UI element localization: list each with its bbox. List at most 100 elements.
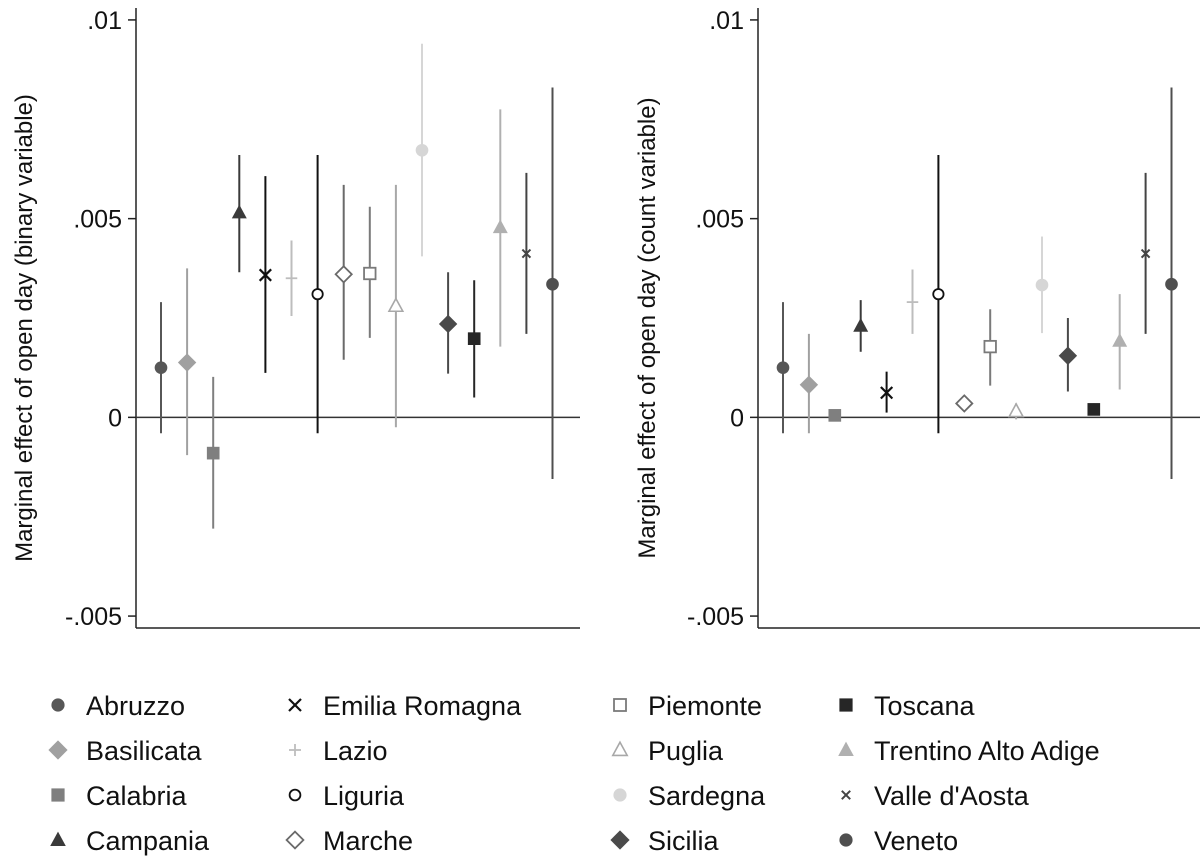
legend-marker-piemonte — [613, 698, 627, 712]
legend-label: Calabria — [86, 781, 188, 811]
legend-entry-sardegna: Sardegna — [613, 781, 766, 811]
y-tick-label: 0 — [730, 404, 744, 432]
legend-label: Valle d'Aosta — [874, 781, 1030, 811]
legend: Abruzzo Basilicata Calabria Campania Emilia … — [48, 691, 1100, 856]
point-liguria — [932, 288, 945, 301]
y-tick-label: .005 — [73, 206, 122, 234]
y-tick-label: .01 — [87, 7, 122, 35]
legend-marker-marche — [285, 830, 305, 850]
series-veneto — [1165, 87, 1178, 479]
legend-entry-campania: Campania — [50, 826, 210, 856]
point-trentino-alto-adige — [1112, 333, 1128, 347]
legend-label: Abruzzo — [86, 691, 185, 721]
series-piemonte — [363, 206, 377, 338]
legend-marker-liguria — [288, 788, 302, 802]
series-sicilia — [1058, 318, 1078, 392]
legend-marker-calabria — [51, 788, 65, 802]
legend-entry-valle-d-aosta: Valle d'Aosta — [841, 781, 1030, 811]
series-marche — [954, 394, 974, 413]
series-liguria — [932, 155, 945, 434]
series-sardegna — [1035, 236, 1049, 334]
legend-label: Campania — [86, 826, 210, 856]
y-tick-label: 0 — [108, 404, 122, 432]
point-piemonte — [363, 266, 377, 281]
point-puglia — [387, 296, 405, 313]
legend-entry-piemonte: Piemonte — [613, 691, 762, 721]
y-tick-label: -.005 — [687, 603, 744, 631]
point-sicilia — [438, 314, 458, 334]
point-basilicata — [799, 375, 819, 394]
series-basilicata — [177, 268, 197, 456]
legend-label: Trentino Alto Adige — [874, 736, 1100, 766]
legend-entry-puglia: Puglia — [611, 736, 724, 766]
series-emilia-romagna — [880, 371, 894, 413]
point-sardegna — [415, 143, 429, 157]
series-piemonte — [983, 309, 997, 386]
legend-label: Basilicata — [86, 736, 203, 766]
series-puglia — [387, 184, 405, 428]
right-panel: -.005 0 .005 .01 Marginal effect of open day… — [634, 7, 1200, 631]
legend-entry-sicilia: Sicilia — [610, 826, 720, 856]
legend-marker-toscana — [839, 698, 853, 712]
series-sicilia — [438, 272, 458, 374]
series-trentino-alto-adige — [1112, 294, 1128, 390]
series-sardegna — [415, 43, 429, 257]
left-panel: -.005 0 .005 .01 Marginal effect of open day… — [11, 7, 580, 631]
legend-label: Marche — [323, 826, 413, 856]
legend-marker-veneto — [839, 833, 853, 847]
legend-marker-emilia-romagna — [288, 698, 302, 712]
legend-marker-valle-d-aosta — [841, 790, 851, 800]
series-liguria — [311, 155, 324, 434]
series-campania — [853, 300, 869, 352]
legend-label: Puglia — [648, 736, 724, 766]
point-veneto — [1165, 277, 1178, 291]
series-veneto — [546, 87, 559, 479]
point-lazio — [906, 296, 919, 308]
series-puglia — [1007, 402, 1025, 420]
legend-label: Sardegna — [648, 781, 766, 811]
point-trentino-alto-adige — [492, 219, 508, 234]
point-emilia-romagna — [880, 386, 894, 400]
series-emilia-romagna — [258, 176, 272, 373]
point-abruzzo — [776, 361, 790, 375]
legend-entry-veneto: Veneto — [839, 826, 958, 856]
series-calabria — [206, 376, 220, 529]
legend-entry-liguria: Liguria — [288, 781, 405, 811]
legend-entry-marche: Marche — [285, 826, 413, 856]
legend-marker-trentino-alto-adige — [838, 741, 854, 756]
point-toscana — [467, 332, 481, 345]
legend-marker-lazio — [289, 744, 301, 756]
point-lazio — [285, 272, 298, 285]
point-emilia-romagna — [258, 268, 272, 282]
point-valle-d-aosta — [1140, 248, 1151, 259]
legend-marker-campania — [50, 831, 66, 846]
point-valle-d-aosta — [521, 248, 532, 259]
legend-label: Liguria — [323, 781, 405, 811]
series-basilicata — [799, 333, 819, 434]
y-tick-label: -.005 — [65, 603, 122, 631]
legend-entry-trentino-alto-adige: Trentino Alto Adige — [838, 736, 1100, 766]
legend-marker-sardegna — [613, 788, 627, 802]
point-calabria — [828, 409, 842, 422]
legend-entry-emilia-romagna: Emilia Romagna — [288, 691, 522, 721]
legend-marker-basilicata — [48, 740, 68, 760]
legend-entry-lazio: Lazio — [289, 736, 388, 766]
legend-marker-puglia — [611, 740, 629, 757]
point-puglia — [1007, 402, 1025, 418]
series-abruzzo — [776, 302, 790, 434]
y-tick-label: .005 — [695, 206, 744, 234]
point-toscana — [1087, 403, 1101, 416]
legend-label: Sicilia — [648, 826, 720, 856]
point-marche — [954, 394, 974, 413]
legend-entry-calabria: Calabria — [51, 781, 188, 811]
point-liguria — [311, 288, 324, 301]
series-trentino-alto-adige — [492, 109, 508, 347]
legend-entry-basilicata: Basilicata — [48, 736, 203, 766]
legend-label: Piemonte — [648, 691, 762, 721]
series-campania — [231, 155, 247, 273]
point-abruzzo — [154, 361, 168, 375]
y-axis-label: Marginal effect of open day (binary vari… — [11, 94, 38, 562]
legend-label: Toscana — [874, 691, 976, 721]
